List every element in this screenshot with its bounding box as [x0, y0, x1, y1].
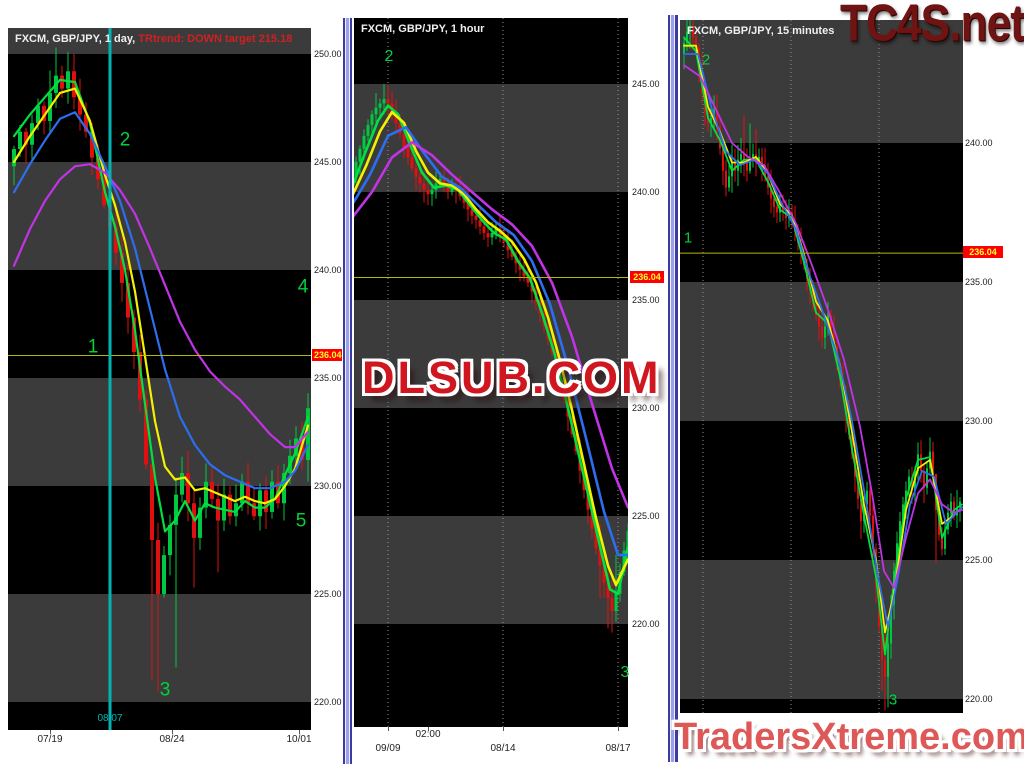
- ma-green: [12, 78, 310, 533]
- time-tick-label: 02:00: [415, 729, 441, 740]
- price-tick-label: 245.00: [314, 157, 342, 167]
- wave-count-label: 2: [701, 51, 711, 69]
- watermark-dlsub: DLSUB.COM: [362, 352, 662, 403]
- chart-title: FXCM, GBP/JPY, 1 hour: [361, 23, 485, 35]
- price-tick-label: 230.00: [965, 416, 993, 426]
- time-tick-label: 07/19: [37, 734, 63, 745]
- price-tick-label: 240.00: [632, 187, 660, 197]
- time-tickmark: [299, 730, 300, 734]
- price-alert-badge: 236.04: [312, 348, 342, 361]
- price-band-gray: [680, 560, 963, 699]
- chart-area-1-day[interactable]: [8, 28, 311, 730]
- price-alert-badge: 236.04: [630, 270, 664, 283]
- window-splitter-2[interactable]: [668, 15, 678, 762]
- wave-count-label: 2: [119, 129, 131, 151]
- price-band-gray: [354, 84, 628, 192]
- wave-count-label: 1: [87, 336, 99, 358]
- chart-area-1-hour[interactable]: [354, 18, 628, 727]
- wave-count-label: 3: [159, 679, 171, 701]
- price-band-gray: [680, 282, 963, 421]
- price-scale[interactable]: 245.00 240.00 235.00 230.00 225.00 220.00 236.…: [630, 18, 664, 759]
- time-tickmark: [618, 727, 619, 731]
- ma-yellow: [683, 44, 963, 634]
- ma-yellow: [12, 87, 310, 505]
- event-line-date-label: 08/07: [97, 713, 123, 724]
- time-tickmark: [50, 730, 51, 734]
- wave-count-label: 3: [888, 691, 898, 709]
- wave-count-label: 3: [620, 664, 630, 681]
- time-tickmark: [388, 727, 389, 731]
- time-tick-label: 08/24: [159, 734, 185, 745]
- price-tick-label: 225.00: [965, 555, 993, 565]
- price-tick-label: 235.00: [632, 295, 660, 305]
- price-tick-label: 250.00: [314, 49, 342, 59]
- time-tick-label: 10/01: [286, 734, 312, 745]
- price-scale[interactable]: 240.00 235.00 230.00 225.00 220.00 236.04: [963, 20, 1003, 745]
- price-tick-label: 235.00: [314, 373, 342, 383]
- time-tickmark: [172, 730, 173, 734]
- panel-header-1-hour: FXCM, GBP/JPY, 1 hour: [361, 23, 484, 35]
- chart-area-15-minutes[interactable]: [680, 20, 963, 713]
- price-band-gray: [354, 516, 628, 624]
- window-splitter-1[interactable]: [343, 18, 352, 764]
- price-tick-label: 235.00: [965, 277, 993, 287]
- price-band-gray: [8, 162, 311, 270]
- wave-count-label: 5: [295, 510, 307, 532]
- panel-header-1-day: FXCM, GBP/JPY, 1 day, TRtrend: DOWN targ…: [15, 33, 292, 45]
- ma-yellow: [354, 110, 628, 587]
- price-tick-label: 240.00: [314, 265, 342, 275]
- trend-alert-text: TRtrend: DOWN target 215.18: [135, 33, 293, 45]
- wave-count-label: 4: [297, 276, 309, 298]
- time-tickmark: [503, 727, 504, 731]
- price-tick-label: 225.00: [314, 589, 342, 599]
- price-band-gray: [680, 20, 963, 143]
- price-tick-label: 230.00: [632, 403, 660, 413]
- time-tick-label: 08/17: [605, 743, 631, 754]
- time-tick-label: 08/14: [490, 743, 516, 754]
- price-tick-label: 230.00: [314, 481, 342, 491]
- ma-blue: [12, 111, 310, 490]
- wave-count-label: 2: [384, 48, 394, 65]
- watermark-tradersxtreme: TradersXtreme.com: [674, 716, 1024, 758]
- price-tick-label: 225.00: [632, 511, 660, 521]
- price-band-gray: [8, 28, 311, 54]
- ma-magenta: [683, 64, 963, 589]
- ma-blue: [354, 125, 628, 557]
- panel-header-15-minutes: FXCM, GBP/JPY, 15 minutes: [687, 25, 834, 37]
- chart-title: FXCM, GBP/JPY, 1 day,: [15, 33, 136, 45]
- price-scale[interactable]: 250.00 245.00 240.00 235.00 230.00 225.00 220.…: [312, 28, 342, 762]
- price-alert-badge: 236.04: [963, 246, 1003, 259]
- price-band-gray: [8, 594, 311, 702]
- time-tickmark: [428, 727, 429, 731]
- price-tick-label: 220.00: [632, 619, 660, 629]
- chart-title: FXCM, GBP/JPY, 15 minutes: [687, 25, 835, 37]
- ma-magenta: [354, 141, 628, 509]
- price-tick-label: 220.00: [314, 697, 342, 707]
- watermark-tc4s: TC4S.net: [839, 0, 1024, 53]
- time-tick-label: 09/09: [375, 743, 401, 754]
- price-tick-label: 240.00: [965, 138, 993, 148]
- price-tick-label: 245.00: [632, 79, 660, 89]
- ma-green: [354, 104, 628, 596]
- ma-blue: [683, 53, 963, 628]
- ma-magenta: [12, 163, 310, 449]
- price-band-gray: [354, 300, 628, 408]
- price-tick-label: 220.00: [965, 694, 993, 704]
- wave-count-label: 1: [683, 229, 693, 247]
- price-band-gray: [8, 378, 311, 486]
